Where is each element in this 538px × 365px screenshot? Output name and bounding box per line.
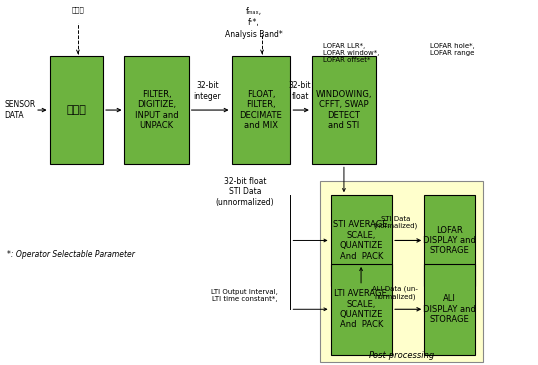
FancyBboxPatch shape	[330, 195, 392, 286]
FancyBboxPatch shape	[49, 56, 103, 164]
Text: Analysis Band*: Analysis Band*	[225, 30, 283, 39]
Text: fₘₐₓ,: fₘₐₓ,	[246, 7, 262, 16]
Text: SENSOR
DATA: SENSOR DATA	[4, 100, 36, 120]
Text: *: Operator Selectable Parameter: *: Operator Selectable Parameter	[7, 250, 134, 260]
Text: Post-processing: Post-processing	[369, 351, 435, 360]
Text: FLOAT,
FILTER,
DECIMATE
and MIX: FLOAT, FILTER, DECIMATE and MIX	[239, 90, 282, 130]
Text: LOFAR LLR*,
LOFAR window*,
LOFAR offset*: LOFAR LLR*, LOFAR window*, LOFAR offset*	[322, 43, 379, 63]
Text: 32-bit
float: 32-bit float	[289, 81, 312, 101]
FancyBboxPatch shape	[312, 56, 376, 164]
FancyBboxPatch shape	[424, 264, 475, 354]
FancyBboxPatch shape	[424, 195, 475, 286]
FancyBboxPatch shape	[330, 264, 392, 354]
Text: ALI
DISPLAY and
STORAGE: ALI DISPLAY and STORAGE	[423, 295, 476, 324]
FancyBboxPatch shape	[124, 56, 189, 164]
FancyBboxPatch shape	[231, 56, 291, 164]
Text: LOFAR hole*,
LOFAR range: LOFAR hole*, LOFAR range	[429, 43, 475, 56]
Text: 빔포밍: 빔포밍	[66, 105, 86, 115]
Text: 32-bit float
STI Data
(unnormalized): 32-bit float STI Data (unnormalized)	[216, 177, 274, 207]
Text: STI AVERAGE,
SCALE,
QUANTIZE
And  PACK: STI AVERAGE, SCALE, QUANTIZE And PACK	[333, 220, 390, 261]
Text: WINDOWING,
CFFT, SWAP
DETECT
and STI: WINDOWING, CFFT, SWAP DETECT and STI	[316, 90, 372, 130]
Text: STI Data
(normalized): STI Data (normalized)	[373, 216, 417, 229]
Text: fᶜ*,: fᶜ*,	[248, 18, 260, 27]
Text: FILTER,
DIGITIZE,
INPUT and
UNPACK: FILTER, DIGITIZE, INPUT and UNPACK	[135, 90, 179, 130]
Text: LTI Output Interval,
LTI time constant*,: LTI Output Interval, LTI time constant*,	[211, 289, 278, 302]
FancyBboxPatch shape	[320, 181, 483, 362]
Text: LTI AVERAGE,
SCALE,
QUANTIZE
And  PACK: LTI AVERAGE, SCALE, QUANTIZE And PACK	[334, 289, 389, 329]
Text: 32-bit
integer: 32-bit integer	[194, 81, 221, 101]
Text: ALI Data (un-
normalized): ALI Data (un- normalized)	[372, 286, 418, 300]
Text: LOFAR
DISPLAY and
STORAGE: LOFAR DISPLAY and STORAGE	[423, 226, 476, 255]
Text: 빔선택: 빔선택	[72, 7, 84, 14]
